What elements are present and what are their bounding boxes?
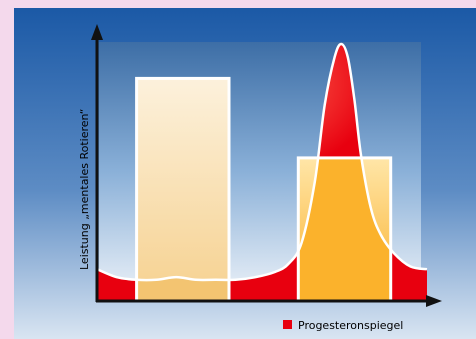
- legend-swatch: [283, 320, 292, 329]
- legend-label: Progesteronspiegel: [298, 319, 403, 332]
- bar-1-overlap: [136, 277, 230, 301]
- progesterone-curve-line: [96, 42, 428, 282]
- y-axis-arrow: [91, 24, 103, 40]
- y-axis-label: Leistung „mentales Rotieren“: [78, 109, 91, 270]
- bar-1: [136, 78, 229, 302]
- x-axis-arrow: [426, 295, 442, 307]
- legend: Progesteronspiegel: [283, 319, 403, 332]
- outline-layer: [96, 42, 428, 303]
